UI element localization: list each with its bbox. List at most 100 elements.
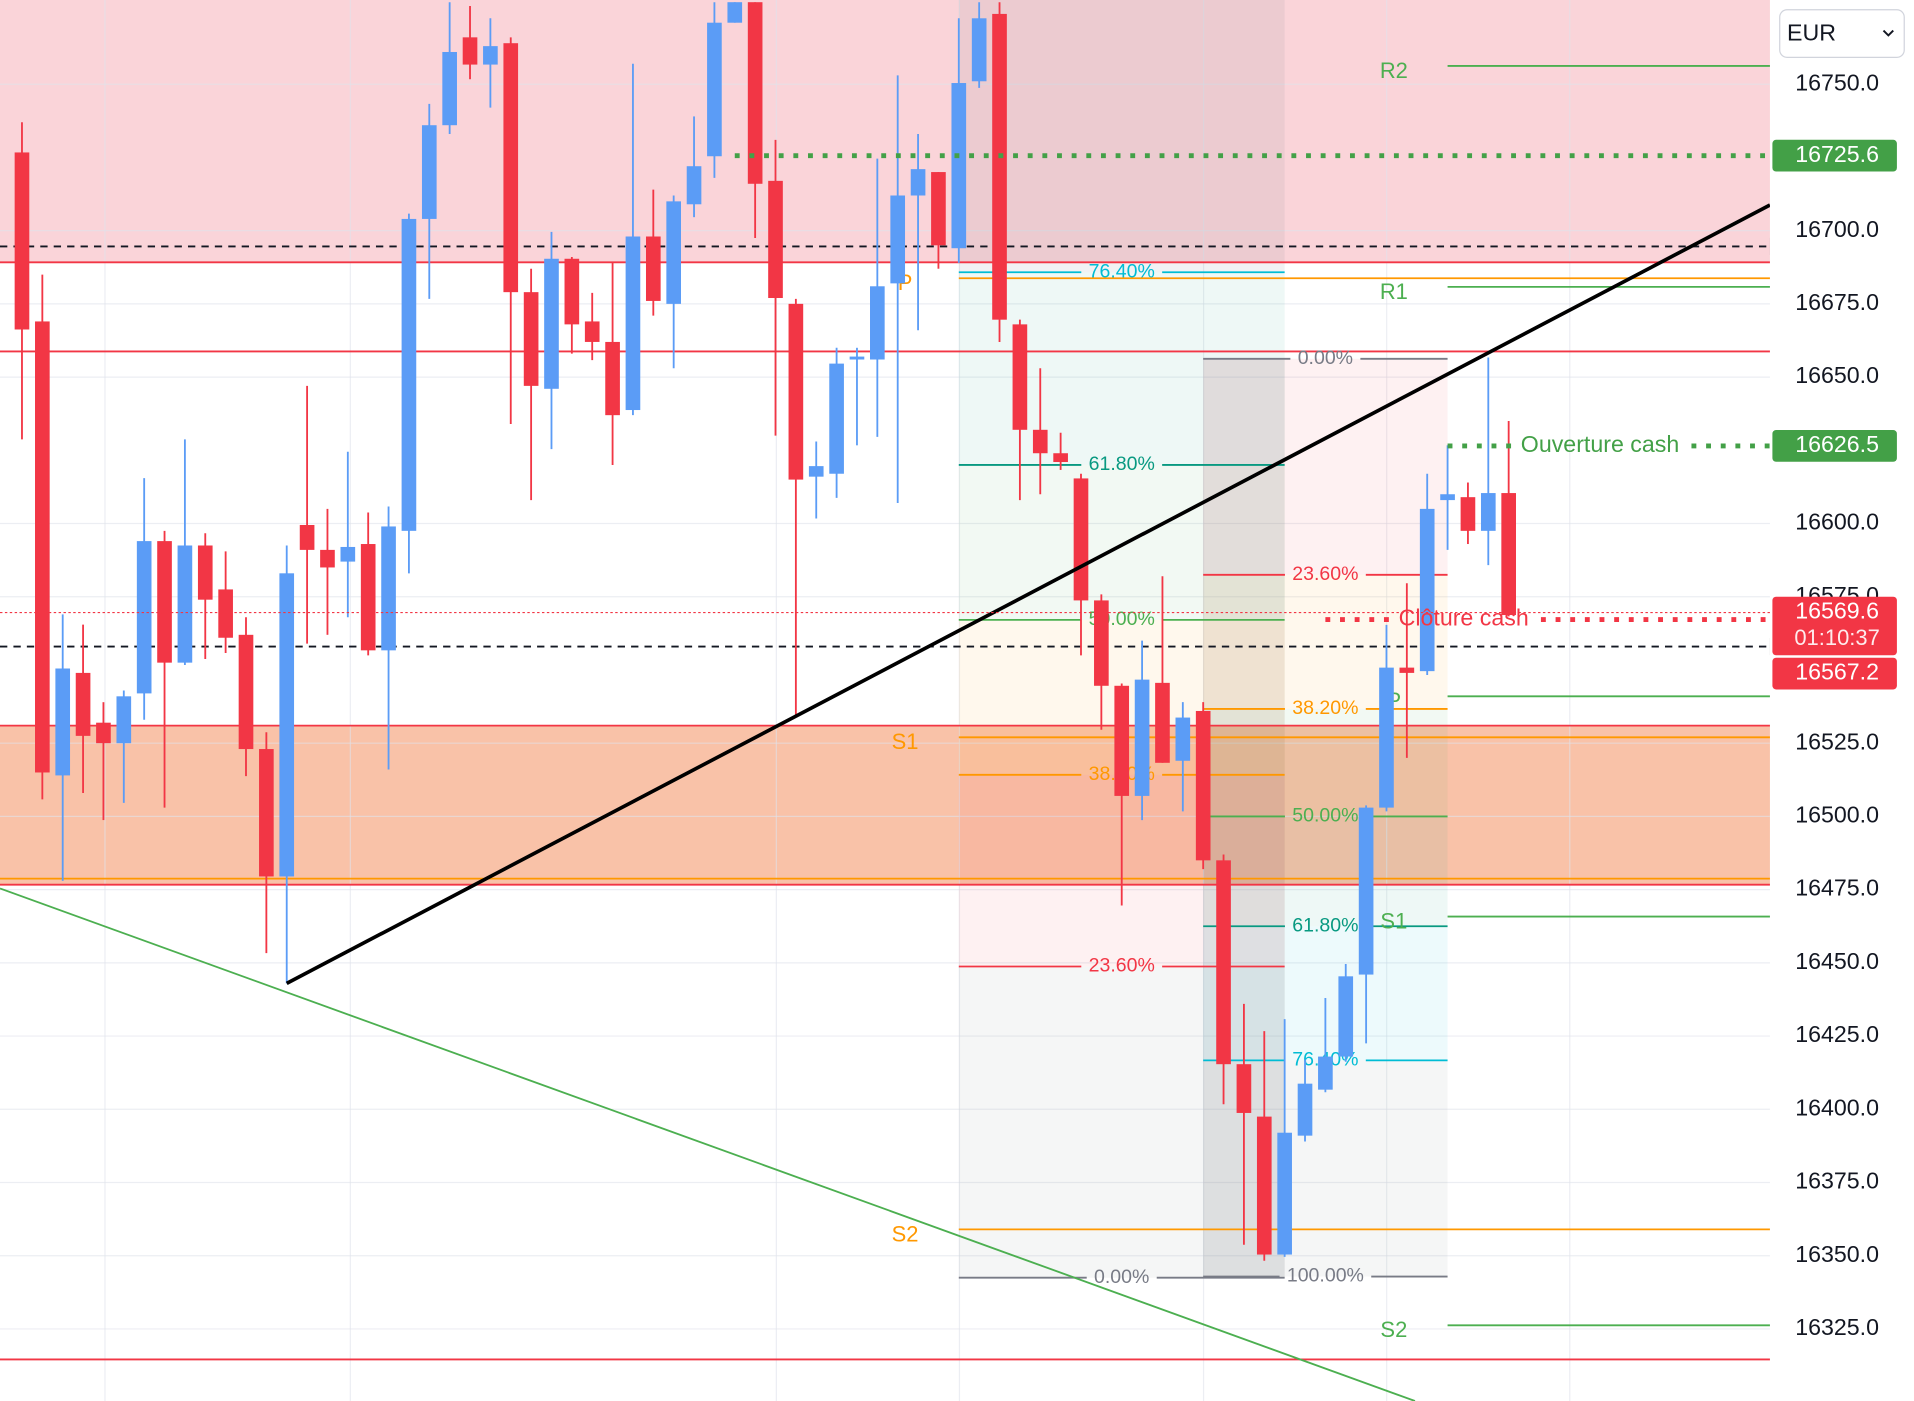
candle-body [584,321,600,342]
candle-body [35,321,50,773]
candle-body [1419,508,1435,672]
candle-body [747,2,763,184]
y-tick-label: 16425.0 [1795,1021,1879,1047]
candle-body [870,286,885,360]
candle-body [75,672,91,736]
y-tick-label: 16475.0 [1795,875,1879,901]
candle-body [829,363,844,474]
candle-body [1073,478,1089,601]
candle-body [381,526,396,651]
candle-body [55,668,71,776]
candle-body [116,696,132,744]
candle-body [360,544,376,651]
currency-select[interactable]: EUR [1779,9,1905,58]
candle-body [1134,679,1150,796]
candle-body [1399,667,1415,673]
candle-body [788,303,804,480]
candle-body [1358,807,1374,975]
y-tick-label: 16400.0 [1795,1094,1879,1120]
candle-body [544,258,559,389]
countdown: 01:10:37 [1794,625,1879,650]
plot-area: 76.40% 61.80% 50.00% 38.20% 23.60% 0.00% 0.00%… [0,0,1781,1401]
candle-body [645,236,661,301]
candle-body [605,341,620,416]
candle-body [1175,717,1191,761]
candle-body [768,180,783,299]
candle-body [503,43,519,293]
candle-body [238,634,254,750]
y-tick-label: 16350.0 [1795,1241,1879,1267]
pivot-label: R1 [1380,279,1408,304]
candle-body [157,541,172,663]
candle-body [1216,860,1231,1065]
candle-body [340,546,356,562]
candle-body [1032,429,1048,454]
zone [0,0,1770,263]
candle-body [931,172,946,246]
price-axis-labels: 16325.0 16350.0 16375.0 16400.0 16425.0 16450… [1772,69,1897,1340]
candle-body [1012,324,1028,430]
fib-band [1203,816,1448,927]
candle-body [197,545,213,600]
y-tick-label: 16600.0 [1795,509,1879,535]
y-tick-label: 16525.0 [1795,728,1879,754]
price-line-label: Ouverture cash [1521,431,1679,457]
y-tick-label: 16675.0 [1795,289,1879,315]
fib-label: 61.80% [1089,453,1155,475]
price-tag [1772,596,1897,656]
candle-body [1094,600,1109,686]
pivot-label: S1 [1380,908,1407,933]
candle-body [727,2,743,23]
candle-body [136,541,152,694]
y-tick-label: 16325.0 [1795,1314,1879,1340]
price-tag-label: 16567.2 [1795,659,1879,685]
candle-body [1440,494,1455,501]
candle-body [1460,497,1476,531]
pivot-label: R2 [1380,58,1408,83]
candle-body [1155,682,1170,763]
candle-body [1195,710,1211,861]
candle-body [1338,976,1354,1057]
y-tick-label: 16700.0 [1795,216,1879,242]
candle-body [523,292,539,386]
currency-box[interactable] [1779,9,1905,58]
candle-body [971,18,987,82]
candle-body [218,589,233,638]
candle-body [14,152,30,330]
y-tick-label: 16750.0 [1795,69,1879,95]
price-tag-label: 16626.5 [1795,431,1879,457]
y-tick-label: 16375.0 [1795,1168,1879,1194]
candle-body [1256,1116,1272,1255]
chevron [1882,29,1894,37]
fib-label: 23.60% [1089,955,1155,977]
candle-body [1053,453,1068,463]
fib-label: 0.00% [1094,1266,1149,1288]
candle-body [666,201,682,304]
candle-body [177,545,193,663]
candle-body [910,169,926,196]
candle-body [707,22,722,157]
currency-label[interactable]: EUR [1787,19,1836,45]
candle-body [96,722,111,744]
range-shade [958,0,1285,273]
candle-body [625,236,641,411]
candle-body [1379,667,1394,808]
price-tag [1772,657,1897,690]
candle-body [462,37,478,65]
y-tick-label: 16450.0 [1795,948,1879,974]
price-tag-label: 16725.6 [1795,141,1879,167]
candle-body [808,466,824,477]
fib-label: 76.40% [1089,260,1155,282]
price-tag [1772,430,1897,462]
candle-body [442,51,457,126]
candle-body [299,524,315,550]
y-tick-label: 16650.0 [1795,362,1879,388]
candle-body [1480,493,1496,531]
candle-body [890,195,906,284]
candle-body [401,218,417,531]
candle-body [849,356,865,360]
trendline [0,887,1416,1401]
candle-body [1277,1132,1292,1255]
candle-body [1297,1083,1313,1136]
candle-body [564,258,580,325]
